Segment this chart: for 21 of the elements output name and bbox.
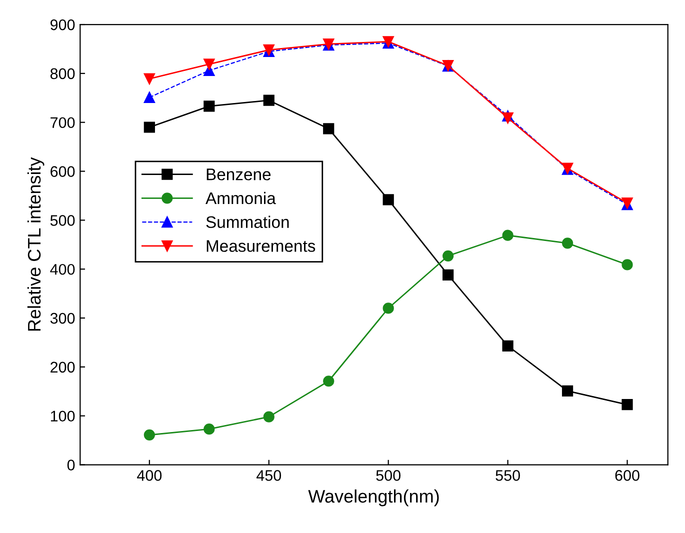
y-tick-label: 200 bbox=[50, 362, 75, 373]
legend-label: Benzene bbox=[206, 168, 271, 180]
legend-label: Measurements bbox=[206, 240, 316, 252]
legend-label: Ammonia bbox=[206, 192, 276, 204]
y-tick-label: 500 bbox=[50, 215, 75, 226]
x-tick-label: 550 bbox=[496, 470, 520, 481]
y-tick-label: 300 bbox=[50, 312, 75, 324]
y-tick-label: 100 bbox=[50, 410, 75, 422]
x-tick-label: 400 bbox=[137, 470, 162, 481]
y-tick-label: 600 bbox=[50, 166, 75, 177]
legend-label: Summation bbox=[206, 216, 289, 228]
x-tick-label: 500 bbox=[376, 470, 400, 481]
y-tick-label: 400 bbox=[50, 264, 75, 275]
y-tick-label: 800 bbox=[50, 68, 75, 80]
y-tick-label: 0 bbox=[67, 460, 75, 470]
x-axis-title: Wavelength(nm) bbox=[308, 489, 439, 506]
y-tick-label: 700 bbox=[50, 117, 75, 128]
y-axis-title: Relative CTL intensity bbox=[27, 157, 44, 331]
x-tick-label: 600 bbox=[615, 470, 640, 481]
x-tick-label: 450 bbox=[256, 470, 282, 481]
y-tick-label: 900 bbox=[50, 19, 75, 30]
